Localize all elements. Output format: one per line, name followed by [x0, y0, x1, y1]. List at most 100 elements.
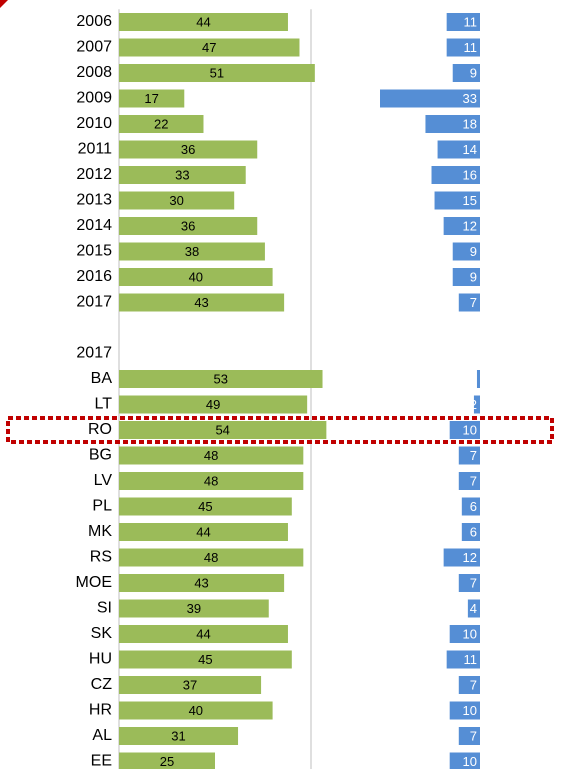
value-label: 2: [470, 397, 477, 412]
value-label: 44: [196, 524, 210, 539]
value-label: 1: [470, 371, 477, 386]
value-label: 18: [463, 116, 477, 131]
value-label: 40: [189, 703, 203, 718]
bar: [119, 650, 292, 669]
category-label: CZ: [91, 676, 113, 693]
value-label: 7: [470, 473, 477, 488]
bar: [119, 293, 285, 312]
bar: [449, 421, 480, 439]
value-label: 7: [470, 677, 477, 692]
value-label: 14: [463, 142, 477, 157]
value-label: 45: [198, 652, 212, 667]
bar: [119, 268, 273, 286]
bar: [452, 64, 480, 82]
category-label: 2012: [76, 166, 112, 183]
value-label: 45: [198, 499, 212, 514]
value-label: 54: [215, 422, 229, 437]
bar: [119, 395, 308, 414]
value-label: 38: [185, 244, 199, 259]
bar: [119, 523, 288, 541]
bar: [119, 38, 300, 57]
bar: [119, 497, 292, 516]
value-label: 12: [463, 550, 477, 565]
value-label: 33: [463, 91, 477, 106]
value-label: 7: [470, 448, 477, 463]
value-label: 16: [463, 167, 477, 182]
value-label: 44: [196, 14, 210, 29]
bar: [458, 293, 480, 312]
bar: [458, 676, 480, 694]
value-label: 25: [160, 754, 174, 769]
value-label: 9: [470, 244, 477, 259]
value-label: 11: [464, 40, 478, 55]
value-label: 7: [470, 728, 477, 743]
highlight-box: [6, 416, 554, 444]
value-label: 53: [214, 371, 228, 386]
bar: [119, 64, 315, 82]
bar: [380, 89, 480, 108]
bar: [425, 115, 480, 133]
value-label: 11: [464, 652, 478, 667]
category-label: MK: [88, 523, 112, 540]
bar: [458, 574, 480, 592]
value-label: 15: [463, 193, 477, 208]
value-label: 11: [464, 14, 478, 29]
value-label: 48: [204, 550, 218, 565]
bar: [119, 242, 265, 261]
bar: [452, 242, 480, 261]
bar: [119, 370, 323, 388]
bar: [458, 727, 480, 745]
bar: [119, 548, 304, 567]
value-label: 10: [463, 754, 477, 769]
value-label: 10: [463, 703, 477, 718]
category-label: AL: [92, 727, 112, 744]
value-label: 49: [206, 397, 220, 412]
value-label: 36: [181, 142, 195, 157]
value-label: 43: [194, 575, 208, 590]
category-label: RS: [90, 549, 112, 566]
value-label: 12: [463, 218, 477, 233]
bar: [458, 472, 480, 490]
value-label: 36: [181, 218, 195, 233]
bar: [473, 395, 480, 414]
value-label: 39: [187, 601, 201, 616]
category-label: EE: [91, 753, 112, 769]
bar: [119, 701, 273, 720]
category-label: 2015: [76, 243, 112, 260]
bar: [119, 727, 239, 745]
bar: [119, 472, 304, 490]
bar: [446, 650, 480, 669]
value-label: 9: [470, 269, 477, 284]
category-label: 2016: [76, 268, 112, 285]
bar: [119, 574, 285, 592]
category-label: RO: [88, 421, 112, 438]
value-label: 40: [189, 269, 203, 284]
bar: [119, 140, 258, 159]
value-label: 22: [154, 116, 168, 131]
category-label: SI: [97, 600, 112, 617]
bar: [119, 217, 258, 235]
bar: [119, 421, 327, 439]
value-label: 37: [183, 677, 197, 692]
value-label: 7: [470, 295, 477, 310]
value-label: 51: [210, 65, 224, 80]
value-label: 17: [144, 91, 158, 106]
bar: [452, 268, 480, 286]
category-label: 2009: [76, 90, 112, 107]
category-label: LT: [95, 396, 113, 413]
category-label: 2007: [76, 39, 112, 56]
category-label: BG: [89, 447, 112, 464]
bar: [119, 13, 288, 31]
bar: [449, 701, 480, 720]
bar: [119, 752, 215, 769]
bar: [437, 140, 480, 159]
value-label: 48: [204, 473, 218, 488]
bar: [476, 370, 480, 388]
bar: [119, 166, 246, 184]
value-label: 6: [470, 499, 477, 514]
bar: [119, 446, 304, 465]
value-label: 6: [470, 524, 477, 539]
value-label: 43: [194, 295, 208, 310]
bar: [431, 166, 480, 184]
